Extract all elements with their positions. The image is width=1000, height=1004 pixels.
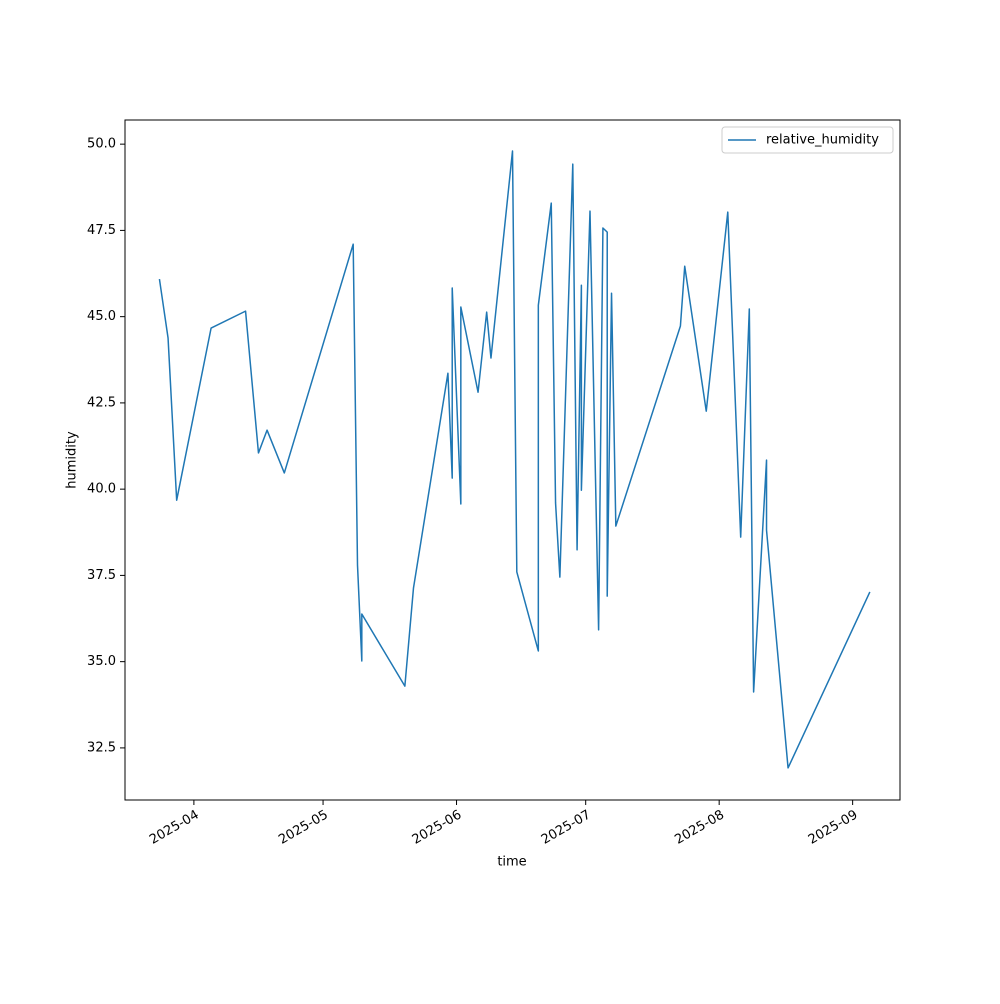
y-tick-label: 35.0 [87,654,116,669]
y-tick-label: 40.0 [87,482,116,497]
legend-label: relative_humidity [766,133,879,148]
y-tick-label: 47.5 [87,223,116,238]
y-tick-label: 32.5 [87,740,116,755]
plot-frame [124,119,901,801]
legend-box [721,126,894,154]
y-tick-label: 50.0 [87,137,116,152]
y-tick-label: 45.0 [87,309,116,324]
y-tick-label: 37.5 [87,568,116,583]
y-tick-label: 42.5 [87,395,116,410]
x-axis-label: time [497,855,526,870]
y-axis-label: humidity [65,431,80,489]
data-line [158,150,871,769]
